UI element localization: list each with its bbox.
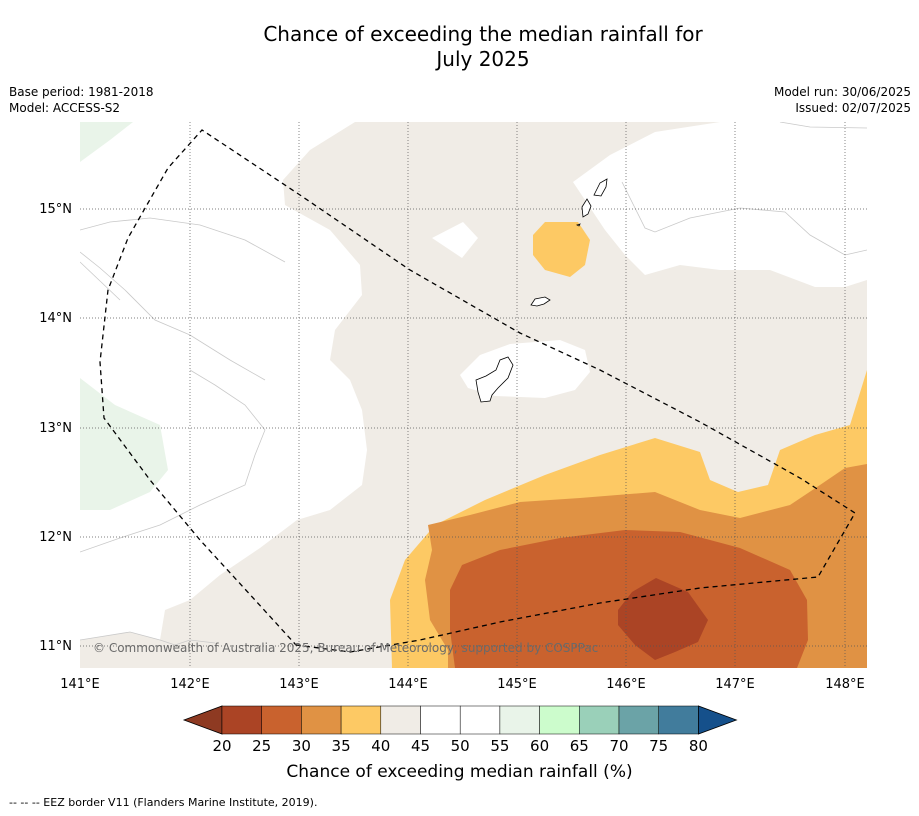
colorbar-segment xyxy=(261,705,302,735)
fill-20-25-core xyxy=(618,578,708,660)
title-line-2: July 2025 xyxy=(436,47,530,71)
colorbar-segment xyxy=(221,705,262,735)
colorbar-tick-label: 20 xyxy=(212,737,231,755)
island-outlines xyxy=(475,178,608,403)
colorbar-segment xyxy=(658,705,699,735)
colorbar-segment xyxy=(539,705,580,735)
lon-tick-142: 142°E xyxy=(170,677,210,692)
lon-tick-147: 147°E xyxy=(715,677,755,692)
island-saipan xyxy=(593,178,608,197)
fill-45-55-ne xyxy=(573,122,867,287)
probability-fill-layer xyxy=(80,122,867,668)
colorbar-segment xyxy=(499,705,540,735)
colorbar-tick-label: 65 xyxy=(570,737,589,755)
lon-tick-143: 143°E xyxy=(279,677,319,692)
lon-tick-145: 145°E xyxy=(497,677,537,692)
colorbar-title: Chance of exceeding median rainfall (%) xyxy=(286,762,633,782)
eez-footnote: -- -- -- EEZ border V11 (Flanders Marine… xyxy=(9,796,318,809)
colorbar-tick-label: 80 xyxy=(689,737,708,755)
colorbar-tick-label: 30 xyxy=(292,737,311,755)
fill-40-45-pocket xyxy=(150,640,220,668)
lon-tick-148: 148°E xyxy=(825,677,865,692)
lat-tick-13: 13°N xyxy=(39,421,72,436)
title-line-1: Chance of exceeding the median rainfall … xyxy=(263,22,703,46)
colorbar-tick-label: 35 xyxy=(332,737,351,755)
fill-45-55-blob-1 xyxy=(432,222,478,258)
lon-tick-146: 146°E xyxy=(606,677,646,692)
lon-tick-144: 144°E xyxy=(388,677,428,692)
colorbar-segment xyxy=(380,705,421,735)
fill-55-60-w xyxy=(80,378,168,510)
lon-tick-141: 141°E xyxy=(60,677,100,692)
meta-left: Base period: 1981-2018 Model: ACCESS-S2 xyxy=(9,84,154,116)
lat-tick-labels: 15°N 14°N 13°N 12°N 11°N xyxy=(39,202,72,654)
colorbar-segment xyxy=(420,705,461,735)
colorbar-under-arrow xyxy=(182,705,223,735)
island-aguijan xyxy=(575,223,581,227)
meta-right: Model run: 30/06/2025 Issued: 02/07/2025 xyxy=(774,84,911,116)
lat-tick-12: 12°N xyxy=(39,530,72,545)
lat-tick-14: 14°N xyxy=(39,311,72,326)
model-run-text: Model run: 30/06/2025 xyxy=(773,85,911,99)
colorbar-tick-label: 60 xyxy=(530,737,549,755)
colorbar-segment xyxy=(459,705,501,735)
fill-45-55-west xyxy=(80,122,367,640)
colorbar: 20 25 30 35 40 45 50 55 60 65 70 75 80 xyxy=(182,705,738,755)
colorbar-tick-label: 40 xyxy=(371,737,390,755)
island-rota xyxy=(530,296,551,307)
colorbar-tick-label: 45 xyxy=(411,737,430,755)
contour-lines xyxy=(80,122,867,646)
copyright-text: © Commonwealth of Australia 2025, Bureau… xyxy=(93,641,599,655)
colorbar-tick-label: 25 xyxy=(252,737,271,755)
fill-35-40-blob xyxy=(533,222,590,277)
island-guam xyxy=(475,356,514,403)
issued-text: Issued: 02/07/2025 xyxy=(795,101,911,115)
lat-tick-11: 11°N xyxy=(39,639,72,654)
base-period-text: Base period: 1981-2018 xyxy=(9,85,154,99)
colorbar-segment xyxy=(618,705,659,735)
colorbar-tick-label: 75 xyxy=(649,737,668,755)
colorbar-segment xyxy=(301,705,342,735)
map-title: Chance of exceeding the median rainfall … xyxy=(0,22,919,72)
lon-tick-labels: 141°E 142°E 143°E 144°E 145°E 146°E 147°… xyxy=(60,677,865,692)
colorbar-segment xyxy=(579,705,620,735)
colorbar-segment xyxy=(340,705,382,735)
gridlines xyxy=(80,122,867,668)
fill-55-60-nw xyxy=(80,122,133,162)
eez-border xyxy=(99,129,856,653)
colorbar-over-arrow xyxy=(698,705,738,735)
model-text: Model: ACCESS-S2 xyxy=(9,101,121,115)
island-tinian xyxy=(581,198,592,218)
colorbar-tick-label: 50 xyxy=(451,737,470,755)
colorbar-tick-label: 70 xyxy=(609,737,628,755)
colorbar-tick-label: 55 xyxy=(490,737,509,755)
lat-tick-15: 15°N xyxy=(39,202,72,217)
